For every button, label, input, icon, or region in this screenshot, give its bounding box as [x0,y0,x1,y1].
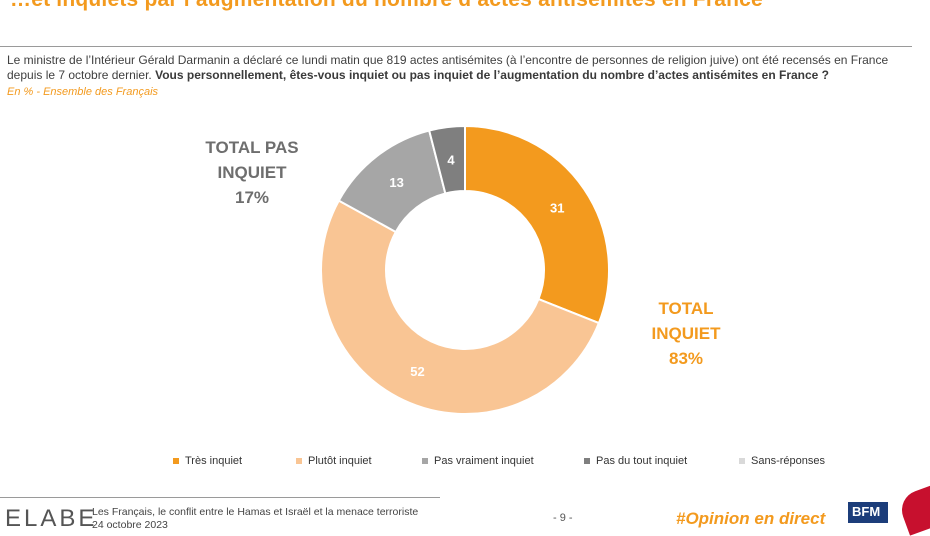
legend-item: Très inquiet [173,455,242,467]
total-worried: TOTAL INQUIET 83% [626,296,746,371]
question-text: Le ministre de l’Intérieur Gérald Darman… [7,53,912,83]
hashtag: #Opinion en direct [676,509,826,528]
study-date: 24 octobre 2023 [92,519,168,531]
total-not-worried-value: 17% [234,188,270,207]
question-intro: Le ministre de l’Intérieur Gérald Darman… [7,53,889,82]
elabe-logo: ELABE [5,505,98,532]
total-worried-line1: TOTAL [658,299,714,318]
legend-item: Pas vraiment inquiet [422,455,534,467]
footer-divider [0,497,440,498]
total-not-worried-line2: INQUIET [217,163,287,182]
donut-slice [320,199,601,415]
legend-swatch [739,458,745,464]
legend-swatch [584,458,590,464]
slice-label: 52 [410,364,424,379]
legend-label: Pas vraiment inquiet [434,455,534,467]
slice-label: 31 [550,200,564,215]
total-not-worried-line1: TOTAL PAS [205,138,299,157]
legend-swatch [296,458,302,464]
study-title: Les Français, le conflit entre le Hamas … [92,506,419,518]
chart-legend: Très inquiet Plutôt inquiet Pas vraiment… [0,455,930,471]
total-worried-value: 83% [668,349,704,368]
legend-label: Pas du tout inquiet [596,455,688,467]
donut-slice [427,124,466,195]
slice-label: 4 [447,152,455,167]
legend-label: Plutôt inquiet [308,455,372,467]
bfm-logo-text: BFM [852,504,881,519]
donut-chart: 31 52 13 4 [320,124,610,415]
legend-item: Pas du tout inquiet [584,455,687,467]
question-bold: Vous personnellement, êtes-vous inquiet … [155,68,830,82]
total-not-worried: TOTAL PAS INQUIET 17% [192,135,312,210]
legend-label: Sans-réponses [751,455,825,467]
donut-slice [464,124,610,325]
bfm-logo: BFM [848,502,888,523]
header-divider [0,46,912,47]
legend-item: Sans-réponses [739,455,825,467]
legend-swatch [173,458,179,464]
legend-item: Plutôt inquiet [296,455,372,467]
legend-label: Très inquiet [185,455,243,467]
slice-label: 13 [389,175,403,190]
page-number: - 9 - [553,512,573,524]
base-note: En % - Ensemble des Français [7,86,159,98]
legend-swatch [422,458,428,464]
page-title: …et inquiets par l’augmentation du nombr… [10,0,763,12]
total-worried-line2: INQUIET [651,324,721,343]
